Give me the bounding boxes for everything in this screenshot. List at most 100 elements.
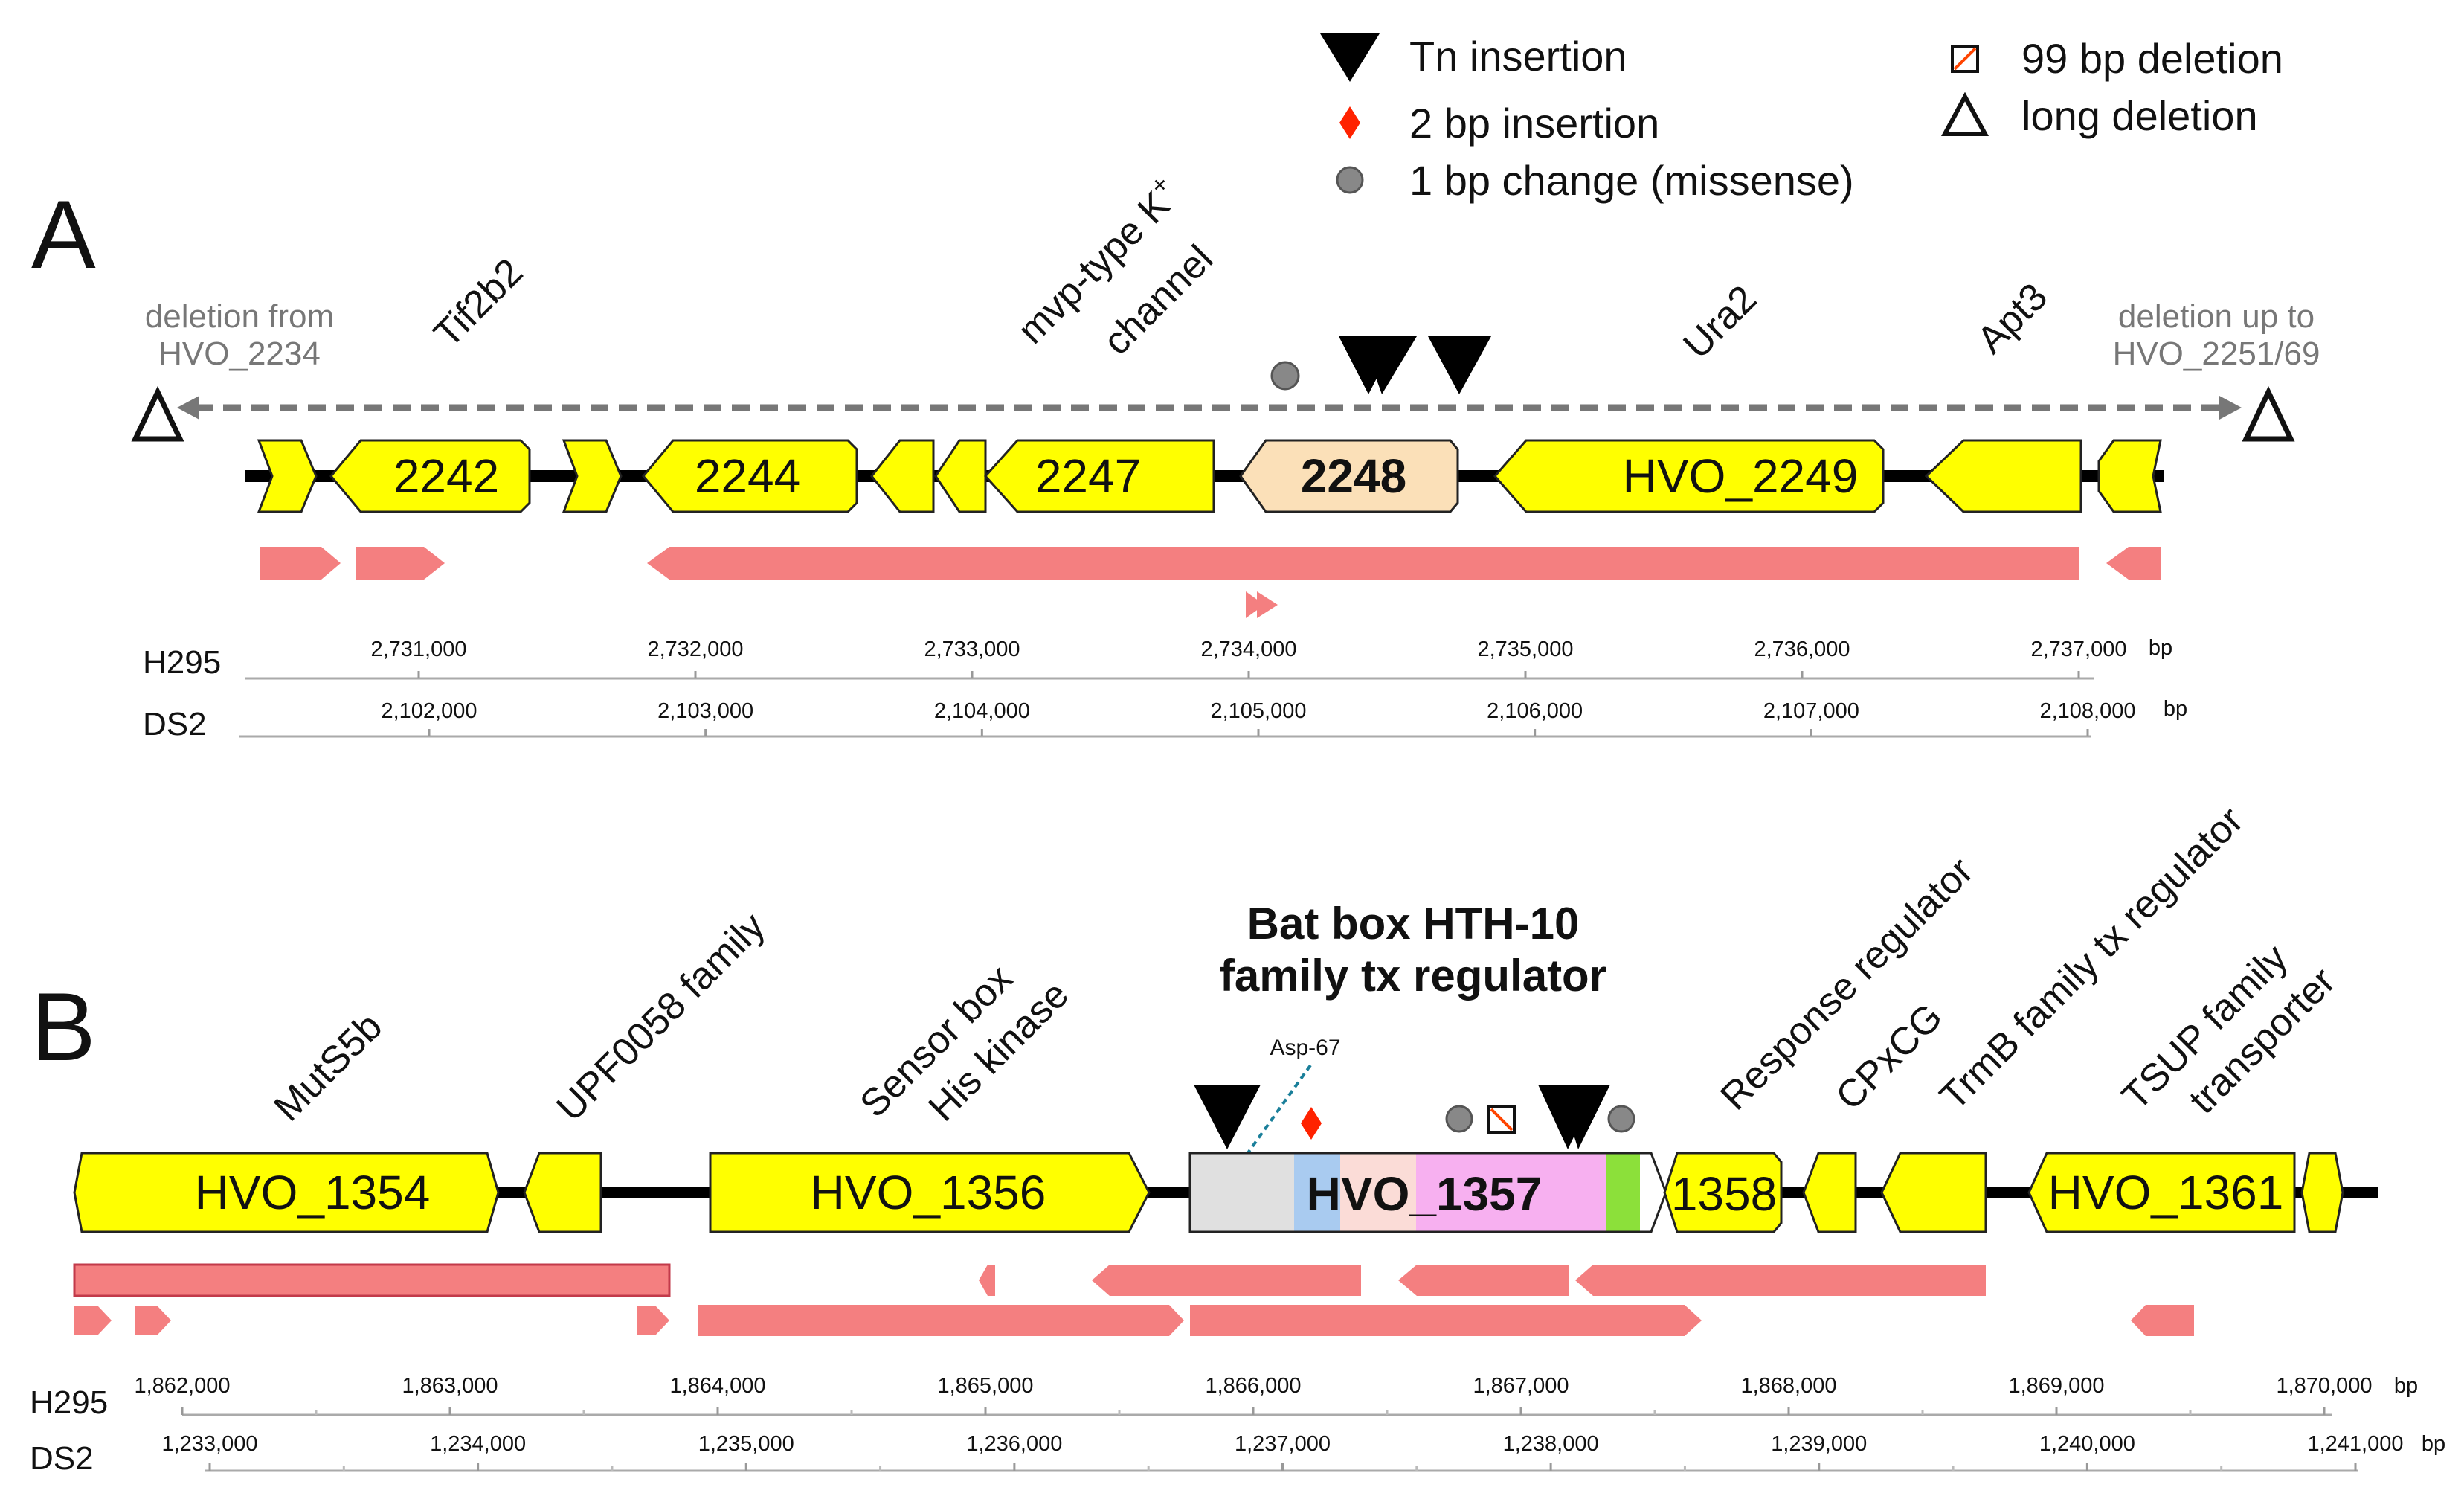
tn-insertion-a-2 xyxy=(1361,336,1417,394)
axis-b-ds2-unit: bp xyxy=(2422,1432,2445,1456)
transcript-a-2 xyxy=(356,547,445,580)
axis-a-h295-tick-label: 2,732,000 xyxy=(647,638,743,661)
axis-a-h295-unit: bp xyxy=(2149,636,2172,660)
gene-label-2247: 2247 xyxy=(1035,449,1141,503)
transcript-b-8 xyxy=(637,1306,669,1335)
axis-b-h295-tick-label: 1,862,000 xyxy=(134,1374,230,1398)
axis-b-h295-tick-label: 1,865,000 xyxy=(937,1374,1033,1398)
axis-b-h295-tick-label: 1,864,000 xyxy=(669,1374,765,1398)
axis-b-h295-tick-label: 1,870,000 xyxy=(2276,1374,2372,1398)
transcript-b-11 xyxy=(2131,1305,2194,1336)
deletion-up-to-line2: HVO_2251/69 xyxy=(2113,336,2320,372)
gene-2248 xyxy=(1239,439,1459,513)
gene-hvo1357 xyxy=(1188,1152,1667,1233)
axis-b-ds2-tick-label: 1,235,000 xyxy=(698,1432,794,1456)
func-apt3: Apt3 xyxy=(1969,275,2056,362)
axis-a-ds2-unit: bp xyxy=(2164,697,2187,721)
axis-b-ds2-name: DS2 xyxy=(30,1440,94,1477)
legend-99bp-deletion: 99 bp deletion xyxy=(2021,35,2283,82)
gene-a-small-4 xyxy=(934,439,987,513)
transcript-a-6 xyxy=(1257,591,1278,618)
axis-b-ds2-tick-label: 1,239,000 xyxy=(1771,1432,1867,1456)
tn-insertion-legend-icon xyxy=(1320,33,1380,82)
transcript-b-5 xyxy=(1575,1265,1986,1296)
func-upf0058: UPF0058 family xyxy=(548,905,773,1130)
panel-b-letter: B xyxy=(31,972,96,1081)
deletion-from-line2: HVO_2234 xyxy=(158,336,321,372)
gene-label-hvo1356: HVO_1356 xyxy=(811,1166,1046,1219)
axis-a-ds2-tick-label: 2,102,000 xyxy=(381,699,477,723)
transcript-b-6 xyxy=(74,1306,112,1335)
transcript-a-5 xyxy=(1246,591,1264,618)
axis-a-h295-tick-label: 2,731,000 xyxy=(370,638,466,661)
axis-a-ds2-ticks: 2,102,000 2,103,000 2,104,000 2,105,000 2,10… xyxy=(381,699,2136,736)
transcript-a-4 xyxy=(2106,547,2161,580)
gene-hvo2249 xyxy=(1493,439,1885,513)
axis-b-ds2-tick-label: 1,241,000 xyxy=(2307,1432,2403,1456)
axis-b-ds2-tick-label: 1,233,000 xyxy=(161,1432,257,1456)
missense-marker-a xyxy=(1270,361,1300,391)
gene-label-hvo1361: HVO_1361 xyxy=(2048,1166,2284,1219)
diamond-legend-icon xyxy=(1339,106,1360,139)
axis-b-h295-ticks: 1,862,000 1,863,000 1,864,000 1,865,000 1,86… xyxy=(134,1374,2373,1415)
tn-insertion-a-3 xyxy=(1428,336,1491,394)
axis-a-ds2-tick-label: 2,108,000 xyxy=(2039,699,2135,723)
panel-a: A deletion from HVO_2234 deletion up to … xyxy=(31,170,2320,742)
gene-b-small-2 xyxy=(1802,1152,1857,1233)
legend-1bp-change: 1 bp change (missense) xyxy=(1409,157,1854,204)
axis-a-ds2-tick-label: 2,104,000 xyxy=(934,699,1030,723)
diamond-b-1 xyxy=(1301,1107,1322,1140)
gene-1358 xyxy=(1663,1152,1783,1233)
deletion-arrow-right-icon xyxy=(2219,396,2242,420)
func-ura2: Ura2 xyxy=(1675,277,1765,367)
transcript-a-1 xyxy=(260,547,341,580)
gene-a-small-6 xyxy=(2097,439,2162,513)
missense-marker-b-2 xyxy=(1607,1105,1635,1133)
gene-b-small-4 xyxy=(2300,1152,2344,1233)
panel-a-letter: A xyxy=(31,180,96,289)
gene-label-hvo1354: HVO_1354 xyxy=(195,1166,431,1219)
func-muts5b: MutS5b xyxy=(266,1005,390,1130)
legend-long-deletion: long deletion xyxy=(2021,92,2258,139)
axis-a-ds2-tick-label: 2,103,000 xyxy=(657,699,753,723)
axis-a-h295-tick-label: 2,736,000 xyxy=(1754,638,1850,661)
axis-b-h295-tick-label: 1,869,000 xyxy=(2008,1374,2104,1398)
axis-b-h295-tick-label: 1,867,000 xyxy=(1473,1374,1569,1398)
axis-b-h295-name: H295 xyxy=(30,1384,108,1421)
gene-hvo1354 xyxy=(73,1152,500,1233)
axis-a-h295-tick-label: 2,734,000 xyxy=(1200,638,1296,661)
axis-b-h295-tick-label: 1,863,000 xyxy=(402,1374,498,1398)
axis-a-h295-ticks: 2,731,000 2,732,000 2,733,000 2,734,000 2,73… xyxy=(370,638,2127,678)
panel-b-title-line2: family tx regulator xyxy=(1220,951,1606,1001)
asp67-label: Asp-67 xyxy=(1270,1036,1340,1060)
gene-label-hvo2249: HVO_2249 xyxy=(1623,449,1859,503)
axis-a-ds2-tick-label: 2,107,000 xyxy=(1763,699,1859,723)
axis-b-ds2-ticks: 1,233,000 1,234,000 1,235,000 1,236,000 1,23… xyxy=(161,1432,2404,1471)
gene-hvo1356 xyxy=(709,1152,1151,1233)
axis-b-ds2-tick-label: 1,236,000 xyxy=(966,1432,1062,1456)
transcript-b-2 xyxy=(979,1265,995,1296)
axis-a-ds2-name: DS2 xyxy=(143,706,207,742)
long-deletion-right-icon xyxy=(2242,385,2295,442)
axis-b-h295-tick-label: 1,868,000 xyxy=(1740,1374,1836,1398)
transcript-b-1 xyxy=(73,1263,671,1297)
gene-a-small-5 xyxy=(1924,439,2082,513)
transcript-b-9 xyxy=(698,1305,1184,1336)
gene-2244 xyxy=(642,439,858,513)
legend-tn-insertion: Tn insertion xyxy=(1409,33,1627,80)
axis-a-ds2-tick-label: 2,106,000 xyxy=(1487,699,1583,723)
gene-a-small-2 xyxy=(562,439,623,513)
transcript-b-4 xyxy=(1398,1265,1569,1296)
deletion-arrow-left-icon xyxy=(177,396,199,420)
legend-2bp-insertion: 2 bp insertion xyxy=(1409,100,1659,147)
long-deletion-left-icon xyxy=(131,385,184,442)
gene-label-2248: 2248 xyxy=(1301,449,1406,503)
missense-marker-b-1 xyxy=(1445,1105,1473,1133)
deletion-box-b xyxy=(1487,1105,1516,1134)
gene-label-2242: 2242 xyxy=(393,449,499,503)
axis-b-ds2-tick-label: 1,240,000 xyxy=(2039,1432,2135,1456)
axis-b-ds2-tick-label: 1,237,000 xyxy=(1235,1432,1331,1456)
tn-insertion-b-3 xyxy=(1558,1085,1610,1149)
transcript-b-7 xyxy=(135,1306,171,1335)
